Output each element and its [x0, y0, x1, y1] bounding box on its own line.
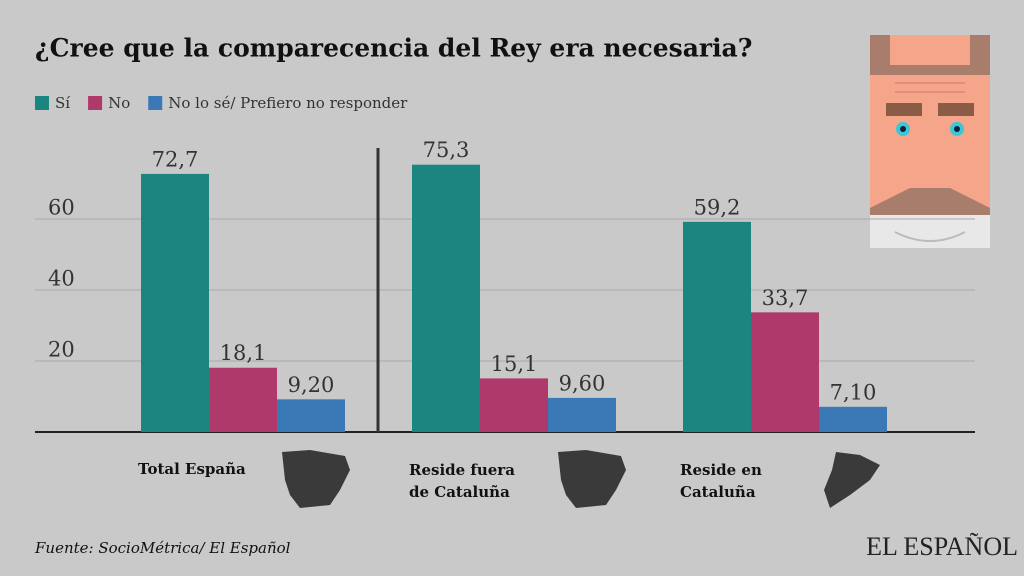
y-tick-label: 20: [48, 338, 75, 362]
legend-label: Sí: [55, 94, 70, 112]
bar: [751, 312, 819, 432]
bar: [209, 367, 277, 432]
bar: [819, 406, 887, 432]
chart-title: ¿Cree que la comparecencia del Rey era n…: [35, 34, 752, 63]
category-label: Reside fuera de Cataluña: [409, 461, 515, 501]
bar: [548, 397, 616, 432]
value-label: 9,60: [559, 371, 606, 395]
value-label: 33,7: [762, 286, 809, 310]
logo: EL ESPAÑOL: [866, 532, 1018, 561]
bar: [277, 399, 345, 432]
value-label: 18,1: [220, 341, 267, 365]
legend-label: No lo sé/ Prefiero no responder: [168, 94, 408, 112]
map-silhouettes: [282, 450, 880, 508]
source: Fuente: SocioMétrica/ El Español: [34, 539, 291, 557]
value-label: 9,20: [288, 373, 335, 397]
value-label: 75,3: [423, 138, 470, 162]
y-tick-label: 40: [48, 267, 75, 291]
value-label: 59,2: [694, 195, 741, 219]
bar: [683, 221, 751, 432]
legend-swatch: [88, 96, 103, 110]
value-label: 15,1: [491, 352, 538, 376]
bar: [412, 164, 480, 432]
value-label: 7,10: [830, 380, 877, 404]
legend-swatch: [35, 96, 49, 110]
bar: [480, 378, 548, 432]
y-tick-label: 60: [48, 196, 75, 220]
category-label: Total España: [138, 460, 246, 478]
face-illustration: [870, 35, 990, 248]
bar: [141, 173, 209, 433]
legend-label: No: [108, 94, 130, 112]
category-label: Reside en Cataluña: [680, 461, 762, 501]
value-label: 72,7: [152, 147, 199, 171]
legend-swatch: [148, 96, 163, 110]
